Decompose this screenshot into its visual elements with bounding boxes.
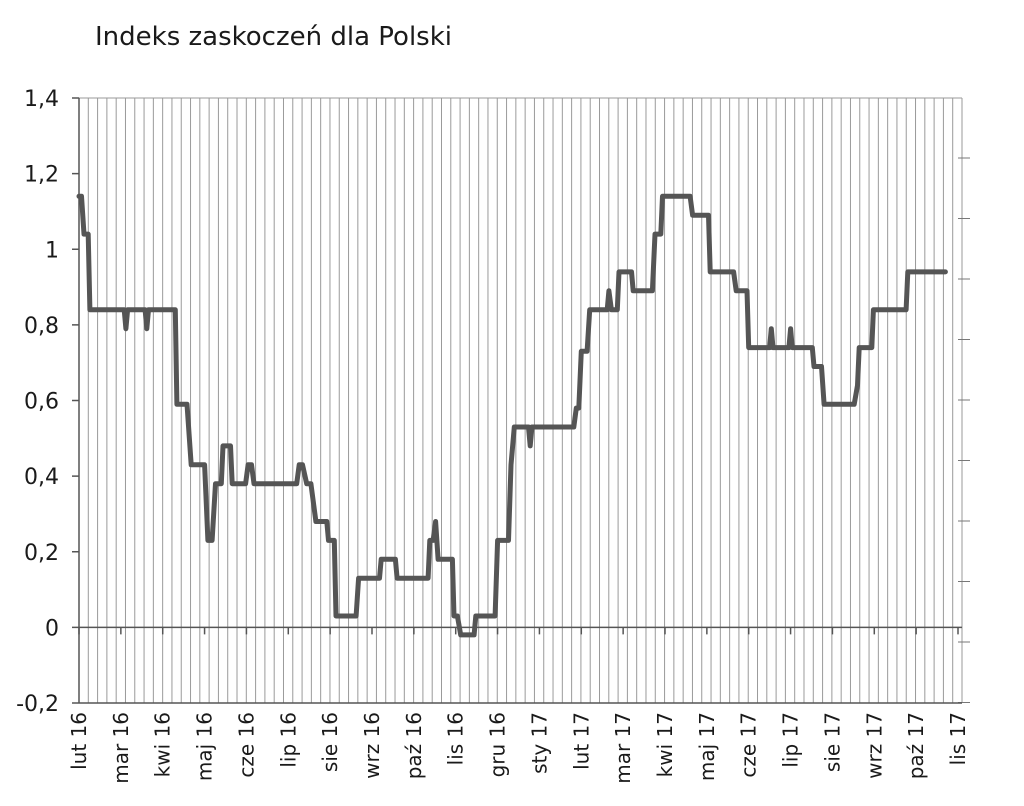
x-tick-label: kwi 16 — [151, 712, 175, 777]
gridlines — [79, 97, 963, 703]
axes — [72, 97, 970, 704]
x-tick-label: gru 16 — [486, 712, 510, 777]
y-tick-label: 0,6 — [24, 390, 59, 415]
x-tick-labels: lut 16 mar 16 kwi 16 maj 16 cze 16 lip 16 sie … — [67, 712, 970, 784]
y-tick-label: -0,2 — [16, 692, 59, 717]
x-tick-label: paź 16 — [402, 712, 426, 779]
x-tick-label: sie 17 — [820, 712, 844, 772]
x-tick-label: cze 16 — [234, 712, 258, 778]
x-tick-label: kwi 17 — [653, 712, 677, 777]
y-tick-label: 0,2 — [24, 541, 59, 566]
x-tick-label: lut 17 — [569, 712, 593, 770]
x-tick-label: mar 16 — [109, 712, 133, 784]
x-tick-label: sty 17 — [527, 712, 551, 774]
x-tick-label: lis 16 — [444, 712, 468, 765]
x-tick-label: mar 17 — [611, 712, 635, 784]
x-tick-label: lip 16 — [276, 712, 300, 768]
y-tick-label: 0,4 — [24, 465, 59, 490]
x-tick-label: cze 17 — [737, 712, 761, 778]
y-tick-label: 0,8 — [24, 314, 59, 339]
series-line — [76, 193, 948, 638]
y-tick-label: 1 — [45, 238, 59, 263]
chart-title: Indeks zaskoczeń dla Polski — [95, 22, 452, 52]
x-tick-label: maj 17 — [695, 712, 719, 781]
x-tick-label: sie 16 — [318, 712, 342, 772]
series-layer — [76, 193, 948, 638]
x-tick-label: wrz 16 — [360, 712, 384, 779]
y-tick-labels: -0,2 0 0,2 0,4 0,6 0,8 1 1,2 1,4 — [16, 87, 59, 717]
x-tick-label: lip 17 — [779, 712, 803, 768]
x-tick-label: lut 16 — [67, 712, 91, 770]
x-tick-label: wrz 17 — [862, 712, 886, 779]
x-tick-label: maj 16 — [193, 712, 217, 781]
x-tick-label: lis 17 — [946, 712, 970, 765]
y-tick-label: 1,4 — [24, 87, 59, 112]
y-tick-label: 0 — [45, 616, 59, 641]
y-tick-label: 1,2 — [24, 163, 59, 188]
x-tick-label: paź 17 — [904, 712, 928, 779]
